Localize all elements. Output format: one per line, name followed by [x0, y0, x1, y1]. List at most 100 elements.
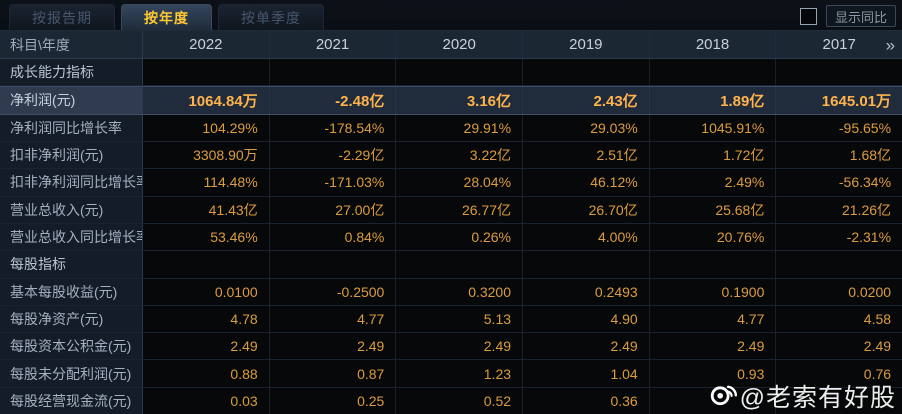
cell: -178.54%: [269, 114, 397, 141]
cell: 0.0100: [143, 278, 270, 305]
corner-header: 科目\年度: [0, 31, 143, 58]
cell: [143, 251, 270, 278]
row-label: 每股未分配利润(元): [0, 360, 143, 387]
row-label: 扣非净利润同比增长率: [0, 169, 143, 196]
section-row-per-share: 每股指标: [0, 251, 902, 279]
cell: [269, 251, 397, 278]
cell: 1064.84万: [143, 87, 270, 114]
cell: 29.91%: [396, 114, 524, 141]
indicator-table: 科目\年度 2022 2021 2020 2019 2018 2017 » 成长…: [0, 30, 902, 414]
year-header-label: 2017: [822, 36, 856, 53]
section-row-growth: 成长能力指标: [0, 59, 902, 87]
cell: 53.46%: [143, 223, 270, 251]
row-label: 营业总收入同比增长率: [0, 223, 143, 251]
cell: 2.49: [649, 333, 777, 360]
table-row-undistributed-profit-per-share[interactable]: 每股未分配利润(元) 0.88 0.87 1.23 1.04 0.93 0.76: [0, 360, 902, 388]
yoy-controls: 显示同比: [799, 5, 896, 27]
cell: 0.1900: [649, 278, 777, 305]
cell: 4.77: [649, 305, 777, 333]
cell: 0.87: [269, 360, 397, 387]
section-label: 成长能力指标: [0, 59, 143, 86]
row-label: 基本每股收益(元): [0, 278, 143, 305]
cell: 0.0200: [776, 278, 902, 305]
tab-by-report-period[interactable]: 按报告期: [9, 4, 115, 30]
cell: 114.48%: [143, 169, 270, 196]
cell: 1.89亿: [649, 87, 777, 114]
cell: 1.04: [523, 360, 650, 387]
cell: 0.3200: [396, 278, 524, 305]
cell: 104.29%: [143, 114, 270, 141]
cell: 0.26%: [396, 223, 524, 251]
cell: -56.34%: [776, 169, 902, 196]
cell: [776, 59, 902, 86]
cell: 0.88: [143, 360, 270, 387]
row-label: 扣非净利润(元): [0, 141, 143, 169]
cell: 0.76: [776, 360, 902, 387]
cell: 27.00亿: [269, 196, 397, 223]
cell: 41.43亿: [143, 196, 270, 223]
cell: -2.48亿: [269, 87, 397, 114]
table-row-basic-eps[interactable]: 基本每股收益(元) 0.0100 -0.2500 0.3200 0.2493 0…: [0, 278, 902, 306]
table-row-total-revenue[interactable]: 营业总收入(元) 41.43亿 27.00亿 26.77亿 26.70亿 25.…: [0, 196, 902, 224]
table-row-deducted-net-profit-yoy[interactable]: 扣非净利润同比增长率 114.48% -171.03% 28.04% 46.12…: [0, 169, 902, 197]
table-row-total-revenue-yoy[interactable]: 营业总收入同比增长率 53.46% 0.84% 0.26% 4.00% 20.7…: [0, 223, 902, 252]
section-label: 每股指标: [0, 251, 143, 278]
year-header-2017: 2017 »: [776, 31, 902, 58]
cell: 46.12%: [523, 169, 650, 196]
cell: 26.70亿: [523, 196, 650, 223]
cell: 0.03: [143, 387, 270, 414]
table-row-deducted-net-profit[interactable]: 扣非净利润(元) 3308.90万 -2.29亿 3.22亿 2.51亿 1.7…: [0, 141, 902, 170]
show-yoy-label[interactable]: 显示同比: [825, 5, 896, 27]
row-label: 每股资本公积金(元): [0, 333, 143, 360]
cell: -2.31%: [776, 223, 902, 251]
cell: 3308.90万: [143, 141, 270, 169]
cell: 2.51亿: [523, 141, 650, 169]
cell: 1645.01万: [776, 87, 902, 114]
cell: [523, 251, 650, 278]
tab-by-single-quarter[interactable]: 按单季度: [218, 4, 324, 30]
period-tabbar: 按报告期 按年度 按单季度 显示同比: [0, 0, 902, 30]
cell: [143, 59, 270, 86]
cell: 4.78: [143, 305, 270, 333]
cell: 3.16亿: [396, 87, 524, 114]
cell: 25.68亿: [649, 196, 777, 223]
cell: [649, 251, 777, 278]
cell: -171.03%: [269, 169, 397, 196]
cell: 1045.91%: [649, 114, 777, 141]
table-row-net-profit-yoy[interactable]: 净利润同比增长率 104.29% -178.54% 29.91% 29.03% …: [0, 114, 902, 142]
cell: 21.26亿: [776, 196, 902, 223]
cell: 29.03%: [523, 114, 650, 141]
year-header-2019: 2019: [523, 31, 650, 58]
cell: 28.04%: [396, 169, 524, 196]
cell: 0.25: [269, 387, 397, 414]
cell: [776, 251, 902, 278]
cell: 0.84%: [269, 223, 397, 251]
table-row-operating-cashflow-per-share[interactable]: 每股经营现金流(元) 0.03 0.25 0.52 0.36: [0, 387, 902, 414]
cell: 1.23: [396, 360, 524, 387]
tab-by-year[interactable]: 按年度: [121, 4, 212, 30]
cell: 26.77亿: [396, 196, 524, 223]
cell: 0.93: [649, 360, 777, 387]
cell: 4.77: [269, 305, 397, 333]
cell: [523, 59, 650, 86]
cell: -95.65%: [776, 114, 902, 141]
cell: -2.29亿: [269, 141, 397, 169]
cell: 2.49: [143, 333, 270, 360]
more-years-icon[interactable]: »: [885, 35, 896, 54]
cell: 0.2493: [523, 278, 650, 305]
year-header-2021: 2021: [270, 31, 397, 58]
year-header-2022: 2022: [143, 31, 270, 58]
row-label: 每股净资产(元): [0, 305, 143, 333]
table-row-capital-reserve-per-share[interactable]: 每股资本公积金(元) 2.49 2.49 2.49 2.49 2.49 2.49: [0, 333, 902, 361]
cell: 20.76%: [649, 223, 777, 251]
cell: [269, 59, 397, 86]
show-yoy-checkbox[interactable]: [799, 7, 817, 25]
cell: 2.43亿: [523, 87, 650, 114]
table-row-net-profit[interactable]: 净利润(元) 1064.84万 -2.48亿 3.16亿 2.43亿 1.89亿…: [0, 86, 902, 115]
cell: 3.22亿: [396, 141, 524, 169]
cell: 2.49%: [649, 169, 777, 196]
cell: 2.49: [269, 333, 397, 360]
table-row-net-assets-per-share[interactable]: 每股净资产(元) 4.78 4.77 5.13 4.90 4.77 4.58: [0, 305, 902, 334]
cell: 1.72亿: [649, 141, 777, 169]
